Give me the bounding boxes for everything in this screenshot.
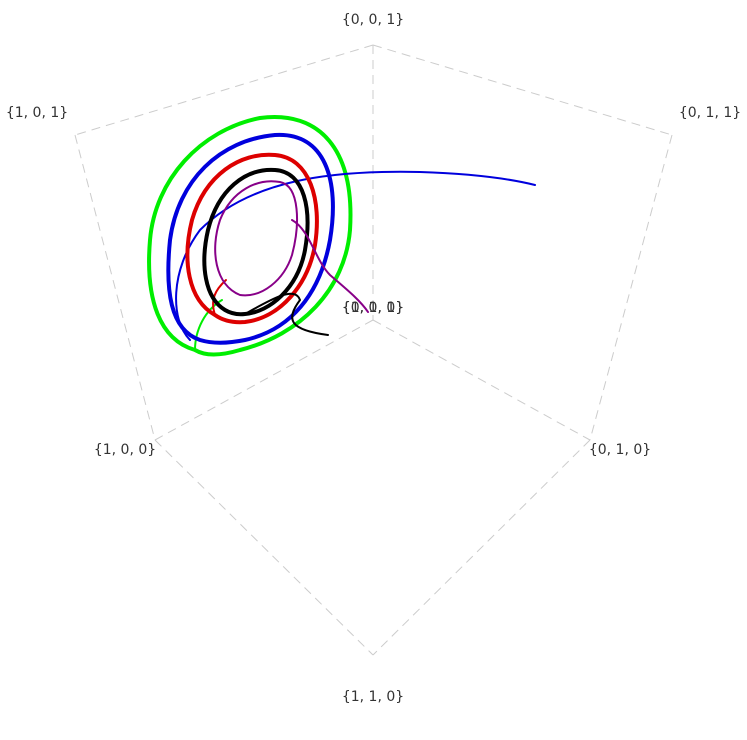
vertex-label: {0, 1, 0} bbox=[589, 442, 651, 458]
vertex-label: {1, 1, 1} bbox=[342, 300, 404, 316]
vertex-label: {1, 0, 1} bbox=[6, 105, 68, 121]
vertex-label: {0, 1, 1} bbox=[679, 105, 741, 121]
trajectories bbox=[147, 115, 536, 357]
green-curve bbox=[147, 115, 353, 357]
edge bbox=[372, 319, 591, 441]
blue-loop bbox=[166, 132, 335, 345]
vertex-labels: {0, 0, 1} {1, 0, 1} {0, 1, 1} {1, 0, 0} … bbox=[6, 12, 741, 705]
purple-tail bbox=[291, 219, 369, 313]
edge bbox=[372, 439, 591, 656]
red-curve bbox=[185, 152, 319, 325]
blue-arc bbox=[175, 170, 536, 341]
cube-edges bbox=[74, 44, 673, 656]
edge bbox=[589, 134, 673, 441]
vertex-label: {1, 1, 0} bbox=[342, 689, 404, 705]
purple-loop bbox=[214, 180, 298, 297]
edge bbox=[74, 134, 156, 441]
edge bbox=[154, 439, 374, 656]
edge bbox=[154, 319, 374, 441]
vertex-label: {0, 0, 0} bbox=[342, 300, 404, 316]
vertex-label: {1, 0, 0} bbox=[94, 442, 156, 458]
edge bbox=[372, 44, 673, 136]
black-tail bbox=[244, 292, 329, 336]
vertex-label: {0, 0, 1} bbox=[342, 12, 404, 28]
edge bbox=[74, 44, 374, 136]
